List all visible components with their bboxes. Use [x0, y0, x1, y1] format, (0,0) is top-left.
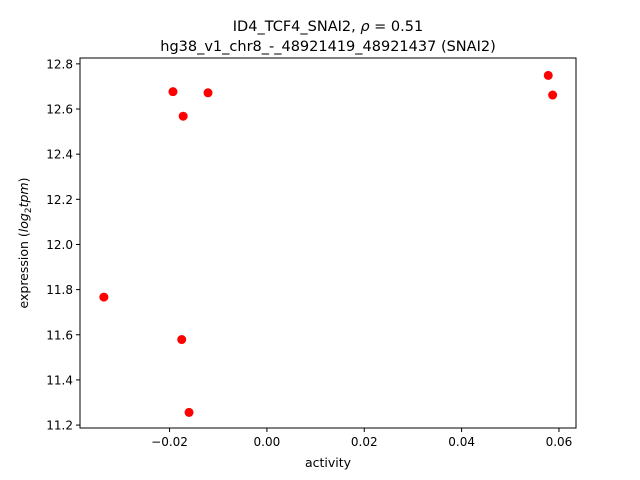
y-tick-label: 12.4 — [46, 148, 73, 162]
plot-area-frame — [79, 57, 577, 429]
title-rho-symbol: ρ — [360, 19, 370, 35]
data-point — [203, 88, 213, 98]
y-tick-label: 12.2 — [46, 193, 73, 207]
data-point — [543, 70, 553, 80]
y-tick-label: 12.6 — [46, 103, 73, 117]
data-point — [99, 292, 109, 302]
x-axis-ticks: −0.02 0.00 0.02 0.04 0.06 — [151, 428, 572, 449]
y-tick-label: 11.2 — [46, 419, 73, 433]
y-label-tpm: tpm — [16, 182, 31, 207]
data-points — [99, 70, 558, 417]
x-tick-label: −0.02 — [151, 435, 188, 449]
x-tick-label: 0.06 — [546, 435, 573, 449]
chart-title-line2: hg38_v1_chr8_-_48921419_48921437 (SNAI2) — [160, 39, 495, 55]
y-label-suffix: ) — [16, 178, 31, 183]
y-axis-label: expression (log2tpm) — [16, 178, 34, 309]
x-tick-label: 0.00 — [254, 435, 281, 449]
x-tick-label: 0.04 — [448, 435, 475, 449]
y-axis-ticks: 11.2 11.4 11.6 11.8 12.0 12.2 12.4 12.6 12.8 — [46, 57, 80, 433]
title-prefix: ID4_TCF4_SNAI2, — [233, 19, 361, 35]
y-tick-label: 11.6 — [46, 328, 73, 342]
data-point — [168, 87, 178, 97]
data-point — [548, 90, 558, 100]
data-point — [184, 407, 194, 417]
y-tick-label: 11.4 — [46, 373, 73, 387]
title-rho-value: = 0.51 — [370, 19, 424, 35]
chart-title-line1: ID4_TCF4_SNAI2, ρ = 0.51 — [233, 19, 423, 35]
data-point — [177, 335, 187, 345]
data-point — [178, 111, 188, 121]
y-tick-label: 12.0 — [46, 238, 73, 252]
x-tick-label: 0.02 — [351, 435, 378, 449]
y-label-log: log — [16, 213, 31, 232]
y-label-subscript: 2 — [24, 207, 34, 213]
y-label-prefix: expression ( — [16, 232, 31, 308]
y-tick-label: 12.8 — [46, 57, 73, 71]
y-tick-label: 11.8 — [46, 283, 73, 297]
x-axis-label: activity — [305, 455, 352, 470]
